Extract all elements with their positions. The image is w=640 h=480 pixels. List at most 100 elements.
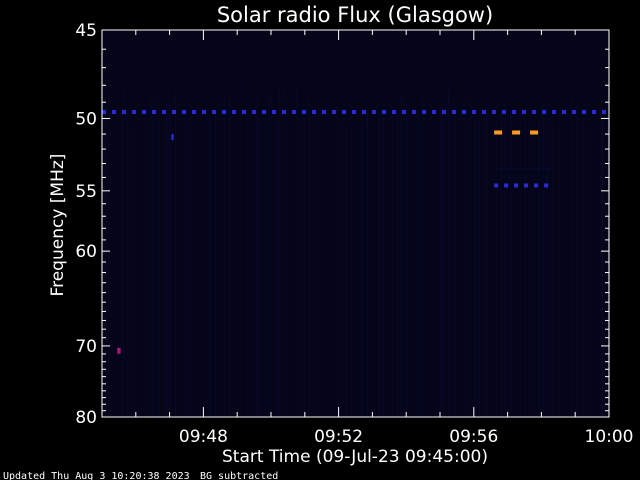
noise-streak [505, 90, 506, 417]
noise-streak [571, 93, 572, 418]
noise-streak [265, 119, 266, 417]
feature-mark [352, 110, 356, 114]
noise-streak [166, 103, 167, 417]
noise-streak [279, 87, 280, 417]
noise-streak [271, 85, 272, 417]
feature-mark [342, 110, 346, 114]
noise-streak [525, 106, 526, 418]
feature-mark [472, 110, 476, 114]
y-axis-ticks: 45 50 55 60 70 80 [75, 21, 609, 428]
feature-mark [514, 183, 519, 188]
noise-streak [251, 90, 252, 417]
feature-mark [522, 110, 526, 114]
noise-streak [235, 99, 236, 417]
noise-streak [133, 122, 134, 417]
noise-streak [181, 112, 182, 417]
noise-streak [435, 101, 436, 418]
y-tick-label: 50 [75, 109, 97, 129]
x-tick-label: 09:56 [449, 427, 498, 447]
feature-mark [412, 110, 416, 114]
noise-streak [440, 86, 441, 417]
noise-streak [153, 102, 154, 417]
noise-streak [296, 88, 297, 417]
feature-mark [102, 110, 106, 114]
noise-streak [318, 88, 319, 417]
noise-streak [332, 100, 333, 418]
feature-mark [582, 110, 586, 114]
noise-streak [479, 117, 480, 418]
noise-streak [590, 123, 591, 417]
feature-mark [592, 110, 596, 114]
chart-title: Solar radio Flux (Glasgow) [217, 3, 493, 27]
noise-streak [443, 103, 444, 418]
noise-streak [324, 87, 325, 418]
feature-mark [542, 110, 546, 114]
feature-mark [382, 110, 386, 114]
noise-streak [533, 100, 534, 417]
noise-streak [519, 100, 520, 418]
noise-streak [455, 114, 456, 417]
noise-streak [549, 87, 550, 417]
feature-mark [422, 110, 426, 114]
feature-mark [362, 110, 366, 114]
noise-streak [362, 121, 363, 417]
noise-streak [422, 92, 423, 417]
noise-streak [431, 91, 432, 417]
noise-streak [465, 94, 466, 417]
noise-streak [224, 100, 225, 418]
feature-mark [492, 110, 496, 114]
noise-streak [196, 102, 197, 417]
feature-mark [462, 110, 466, 114]
noise-streak [388, 120, 389, 417]
noise-streak [470, 94, 471, 417]
noise-streak [159, 99, 160, 417]
feature-mark [232, 110, 236, 114]
feature-mark [332, 110, 336, 114]
noise-streak [393, 99, 394, 417]
y-tick-label: 45 [75, 21, 97, 41]
noise-streak [397, 111, 398, 417]
feature-mark [171, 134, 174, 141]
noise-streak [448, 89, 449, 417]
feature-mark [372, 110, 376, 114]
noise-streak [461, 106, 462, 417]
plot-frame [101, 29, 610, 418]
noise-streak [566, 94, 567, 417]
x-tick-label: 10:00 [585, 427, 634, 447]
feature-mark [544, 183, 549, 188]
noise-streak [546, 98, 547, 417]
noise-streak [283, 87, 284, 418]
noise-streak [276, 118, 277, 417]
feature-mark [524, 183, 529, 188]
noise-streak [492, 99, 493, 418]
feature-mark [242, 110, 246, 114]
x-axis-ticks: 09:48 09:52 09:56 10:00 [135, 30, 634, 447]
noise-streak [186, 97, 187, 417]
y-tick-label: 60 [75, 242, 97, 262]
noise-streak [586, 97, 587, 417]
noise-streak [373, 88, 374, 417]
feature-mark [312, 110, 316, 114]
noise-streak [510, 109, 511, 417]
noise-streak [367, 110, 368, 418]
feature-mark [494, 168, 552, 170]
noise-streak [200, 114, 201, 417]
noise-streak [409, 92, 410, 418]
noise-streak [293, 91, 294, 417]
plot-area [102, 30, 609, 417]
noise-streak [175, 90, 176, 417]
feature-mark [532, 110, 536, 114]
feature-mark [552, 110, 556, 114]
noise-streak [346, 121, 347, 418]
noise-streak [112, 120, 113, 417]
noise-streak [553, 124, 554, 418]
noise-streak [156, 98, 157, 417]
feature-mark [182, 110, 186, 114]
noise-streak [215, 110, 216, 417]
background-streaks [104, 85, 609, 418]
noise-streak [559, 106, 560, 417]
feature-mark [112, 110, 116, 114]
feature-mark [172, 110, 176, 114]
feature-mark [452, 110, 456, 114]
